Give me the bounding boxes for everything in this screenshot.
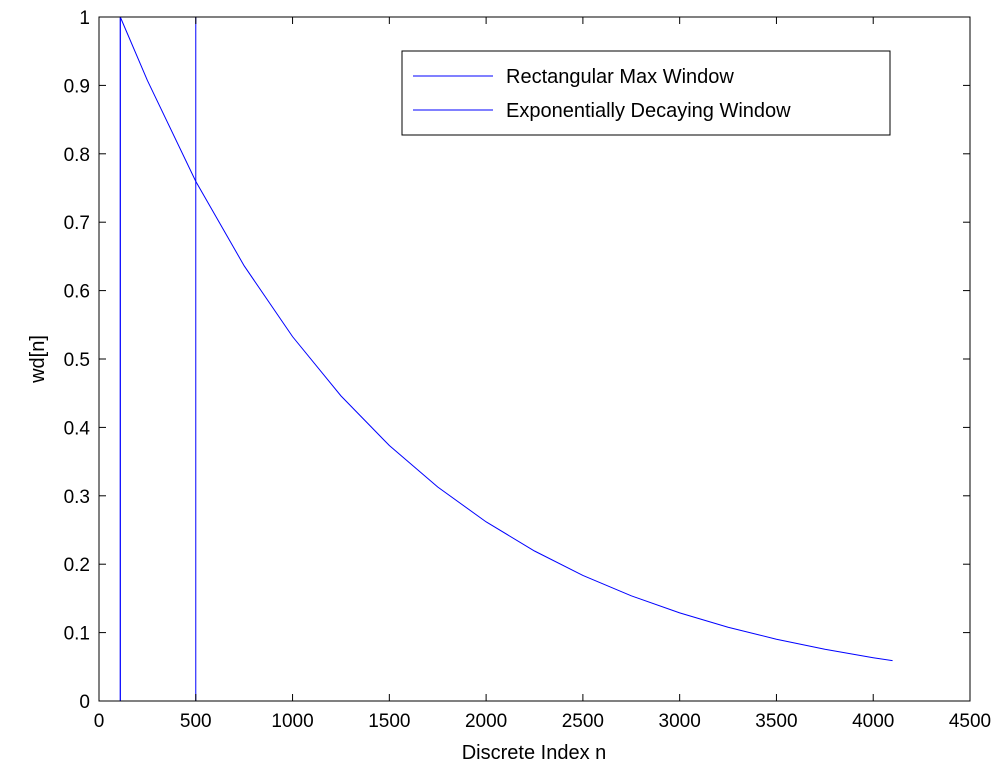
y-tick-label: 1 [79, 8, 90, 29]
y-tick-label: 0.6 [64, 282, 90, 303]
x-tick-label: 2000 [465, 711, 507, 732]
y-axis-title: wd[n] [27, 335, 49, 384]
x-tick-label: 1000 [271, 711, 313, 732]
y-tick-label: 0.8 [64, 145, 90, 166]
x-axis-title: Discrete Index n [462, 742, 607, 764]
y-tick-label: 0 [79, 692, 90, 713]
y-tick-label: 0.5 [64, 350, 90, 371]
legend-box [401, 50, 891, 136]
y-tick-label: 0.7 [64, 213, 90, 234]
tick-layer: 0 500 1000 1500 2000 2500 3000 3500 4000 4500 0 0.1… [64, 8, 992, 732]
x-tick-label: 500 [180, 711, 212, 732]
series-exponentially-decaying-window [99, 16, 893, 702]
y-tick-label: 0.3 [64, 487, 90, 508]
legend: Rectangular Max Window Exponentially Dec… [401, 50, 891, 136]
legend-label-exponentially-decaying-window: Exponentially Decaying Window [506, 100, 791, 122]
x-tick-label: 4000 [852, 711, 894, 732]
x-tick-label: 2500 [562, 711, 604, 732]
x-tick-label: 3500 [755, 711, 797, 732]
legend-label-rectangular-max-window: Rectangular Max Window [506, 66, 734, 88]
plot-frame [98, 16, 971, 702]
y-tick-label: 0.4 [64, 418, 91, 439]
y-tick-label: 0.2 [64, 555, 90, 576]
x-tick-label: 4500 [949, 711, 991, 732]
y-tick-label: 0.9 [64, 76, 90, 97]
y-tick-label: 0.1 [64, 624, 90, 645]
x-tick-label: 1500 [368, 711, 410, 732]
x-tick-label: 3000 [659, 711, 701, 732]
x-tick-label: 0 [94, 711, 105, 732]
